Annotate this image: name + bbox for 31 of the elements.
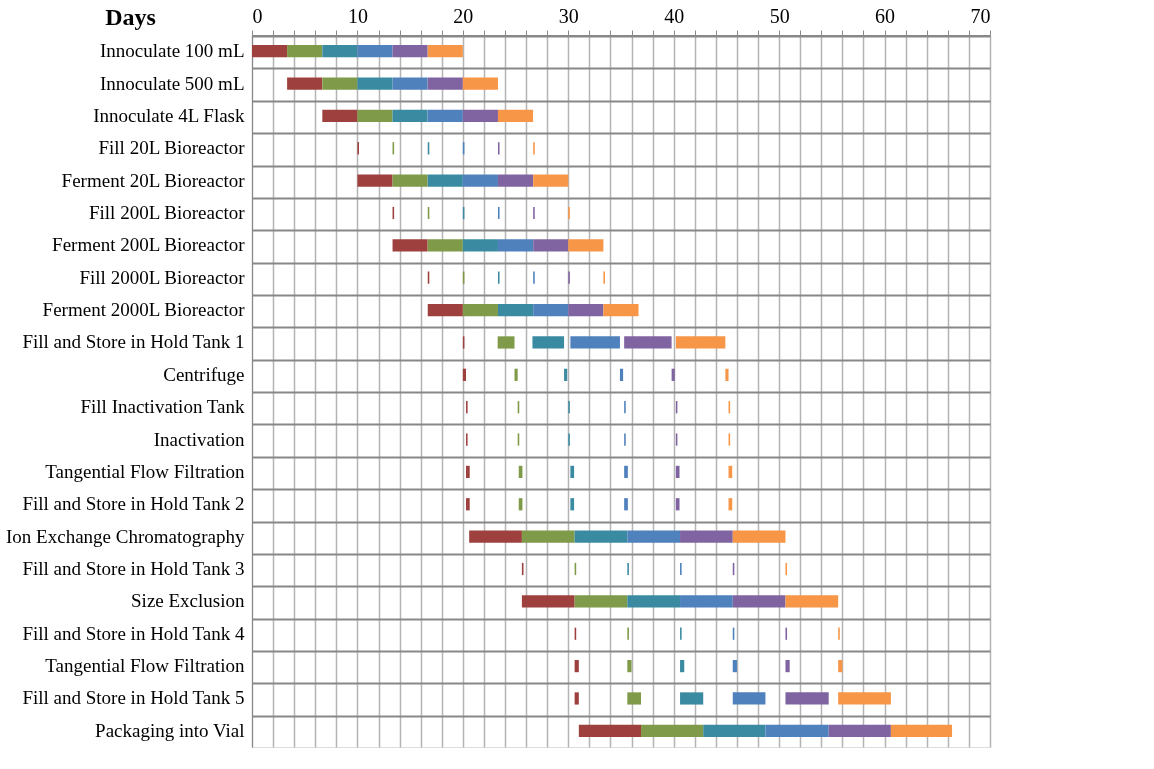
y-tick-label: Ferment 2000L Bioreactor: [42, 299, 246, 321]
y-tick-label: Fill Inactivation Tank: [80, 396, 245, 418]
x-tick-label: 20: [453, 4, 474, 27]
x-tick-label: 10: [347, 4, 368, 27]
y-tick-label: Ion Exchange Chromatography: [6, 525, 245, 547]
y-tick-label: Ferment 200L Bioreactor: [52, 234, 246, 256]
y-tick-label: Innoculate 100 mL: [99, 40, 245, 62]
y-tick-label: Fill and Store in Hold Tank 4: [22, 622, 245, 644]
y-tick-label: Fill and Store in Hold Tank 5: [22, 687, 245, 709]
x-tick-label: 50: [769, 4, 790, 27]
y-tick-label: Fill and Store in Hold Tank 1: [22, 331, 245, 353]
y-tick-label: Ferment 20L Bioreactor: [61, 169, 246, 191]
y-tick-label: Tangential Flow Filtration: [45, 655, 245, 677]
y-tick-label: Centrifuge: [163, 363, 245, 385]
x-tick-label: 30: [558, 4, 579, 27]
y-tick-label: Fill 2000L Bioreactor: [79, 266, 246, 288]
y-tick-label: Inactivation: [153, 428, 245, 450]
y-tick-label: Fill and Store in Hold Tank 3: [22, 558, 245, 579]
y-tick-label: Fill and Store in Hold Tank 2: [22, 493, 245, 515]
y-tick-label: Fill 200L Bioreactor: [89, 202, 246, 223]
x-tick-label: 70: [970, 4, 991, 27]
y-tick-label: Packaging into Vial: [95, 719, 245, 741]
x-tick-label: 0: [252, 4, 263, 27]
y-tick-label: Tangential Flow Filtration: [45, 460, 245, 482]
x-tick-label: 40: [664, 4, 685, 27]
y-tick-label: Innoculate 4L Flask: [93, 104, 245, 126]
y-tick-label: Size Exclusion: [131, 590, 245, 612]
x-axis-title: Days: [105, 3, 156, 30]
y-tick-label: Fill 20L Bioreactor: [98, 137, 246, 159]
y-tick-label: Innoculate 500 mL: [99, 72, 245, 94]
x-tick-label: 60: [875, 4, 896, 27]
